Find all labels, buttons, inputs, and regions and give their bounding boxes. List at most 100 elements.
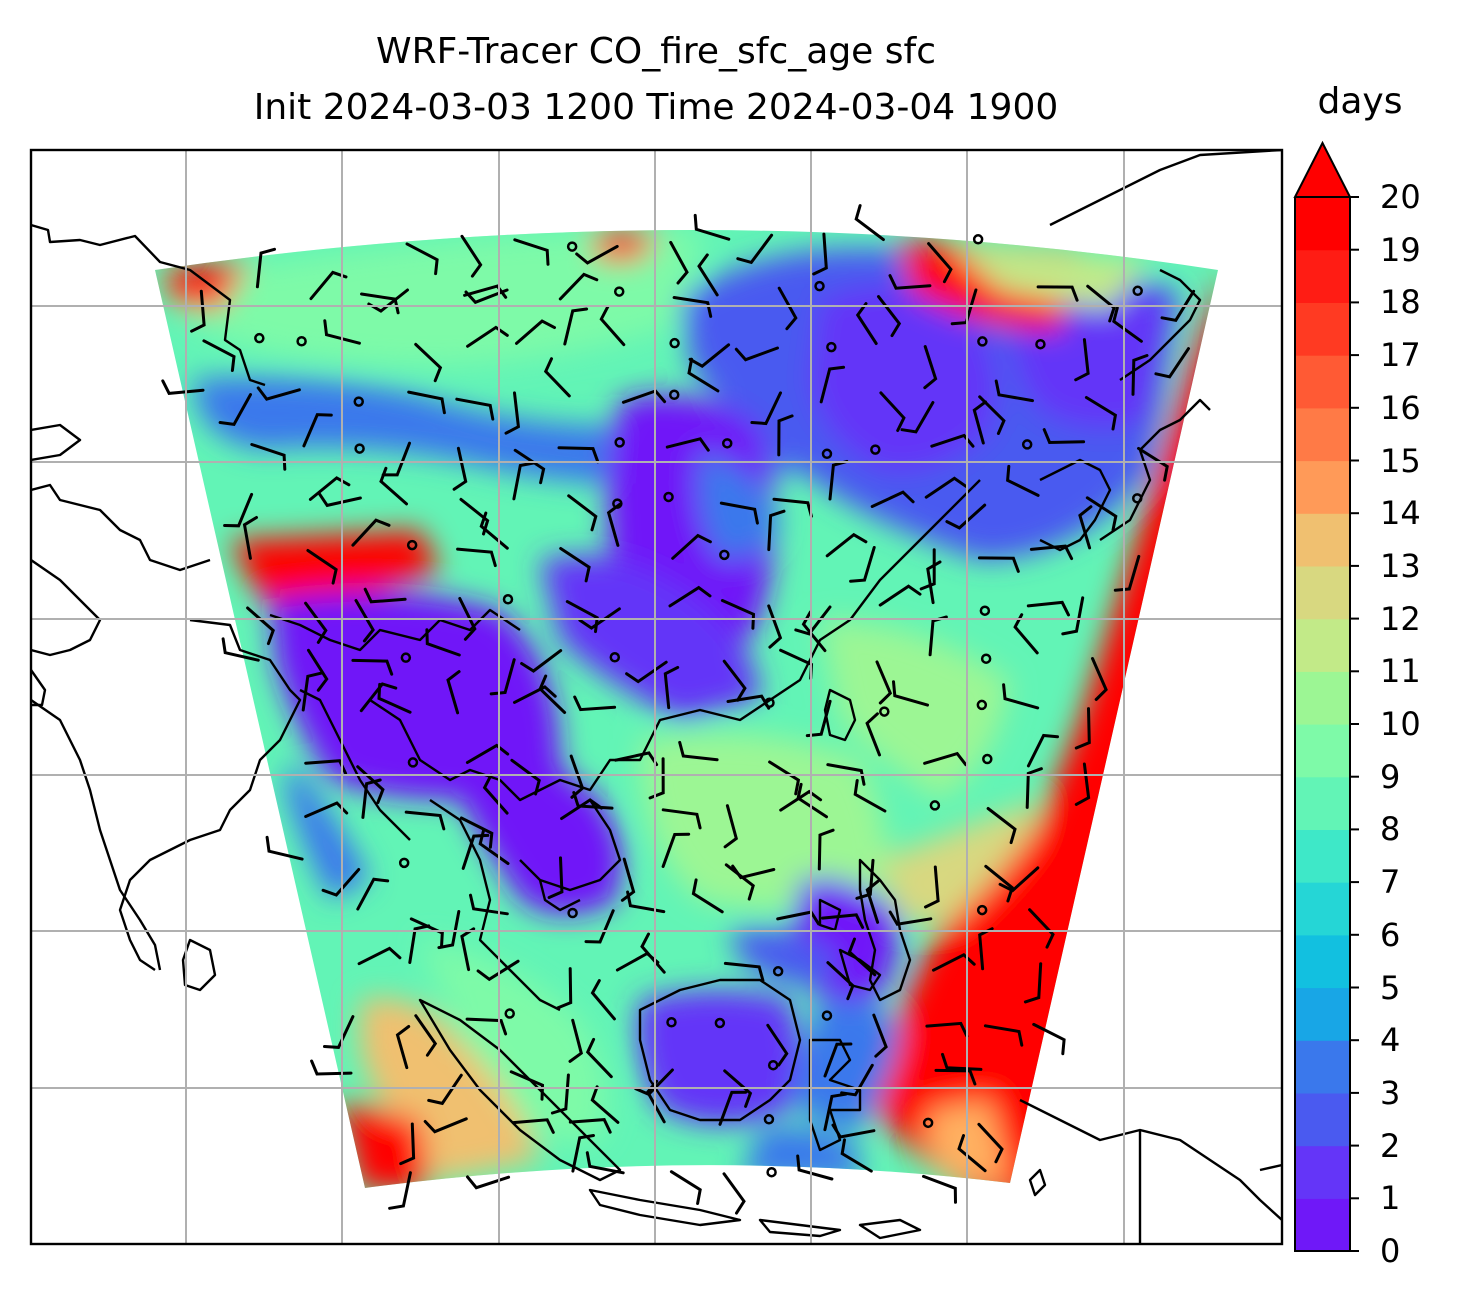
wind-barb xyxy=(923,345,938,390)
wind-barb xyxy=(590,979,616,1021)
wind-barb xyxy=(722,659,747,702)
colorbar-segment xyxy=(1295,829,1350,883)
colorbar-tick-label: 11 xyxy=(1380,652,1421,691)
wind-barb xyxy=(941,1052,983,1071)
colorbar-segment xyxy=(1295,249,1350,303)
wind-barb xyxy=(464,288,509,305)
colorbar-segment xyxy=(1295,618,1350,672)
wind-barb xyxy=(1028,908,1055,949)
calm-wind-marker xyxy=(1035,338,1046,350)
wind-barb xyxy=(463,284,508,299)
wind-barb xyxy=(872,1013,888,1058)
wind-barb xyxy=(693,213,731,241)
colorbar-tick-label: 9 xyxy=(1380,757,1401,796)
wind-barb xyxy=(304,601,328,644)
title-line1: WRF-Tracer CO_fire_sfc_age sfc xyxy=(375,31,936,72)
wind-barb xyxy=(563,307,589,346)
colorbar-segment xyxy=(1295,671,1350,725)
wind-barb xyxy=(697,253,719,297)
wind-barb xyxy=(351,658,394,676)
wind-barb xyxy=(408,924,431,964)
wind-barb xyxy=(469,893,509,916)
wind-barb xyxy=(723,804,739,849)
wind-barb xyxy=(395,1025,411,1070)
colorbar-segment xyxy=(1295,565,1350,620)
wind-barb xyxy=(568,1118,612,1134)
wind-barb xyxy=(1131,354,1149,396)
wind-barb xyxy=(414,342,443,383)
wind-barb xyxy=(515,319,556,345)
wind-barb xyxy=(307,648,329,692)
wind-barb xyxy=(377,682,412,714)
wind-barb xyxy=(801,610,827,653)
wind-barb xyxy=(511,1118,555,1134)
wind-barb xyxy=(826,961,855,1001)
wind-barb xyxy=(388,1171,412,1210)
wind-barb xyxy=(321,868,361,897)
wind-barb xyxy=(409,917,444,949)
wind-barb xyxy=(1084,396,1118,431)
wind-barb xyxy=(572,791,614,810)
wind-barb xyxy=(465,1017,508,1036)
wind-barb xyxy=(351,518,391,547)
calm-wind-marker xyxy=(922,1117,934,1129)
wind-barb xyxy=(161,379,205,395)
wind-barb xyxy=(1085,496,1118,532)
wind-barb xyxy=(202,339,236,372)
calm-wind-marker xyxy=(504,1008,515,1019)
wind-barb xyxy=(1137,446,1169,482)
colorbar-segment xyxy=(1295,197,1350,251)
wind-barb xyxy=(246,606,275,646)
wind-barb xyxy=(998,866,1040,893)
wind-barb xyxy=(640,932,666,974)
wind-barb xyxy=(446,670,461,715)
colorbar-segment xyxy=(1295,882,1350,936)
calm-wind-marker xyxy=(1021,439,1033,450)
wind-barb xyxy=(1154,347,1190,379)
wind-barb xyxy=(427,1073,463,1106)
wind-barb xyxy=(520,649,563,673)
calm-wind-marker xyxy=(766,1166,777,1178)
wind-barbs xyxy=(161,204,1196,1215)
wind-barb xyxy=(512,461,536,501)
wind-barb xyxy=(359,682,398,713)
wind-barb xyxy=(878,584,922,607)
wind-barb xyxy=(425,628,461,657)
wind-barb xyxy=(242,516,258,560)
wind-barb xyxy=(459,816,494,849)
calm-wind-marker xyxy=(879,706,890,717)
colorbar-segment xyxy=(1295,987,1350,1041)
title-line2: Init 2024-03-03 1200 Time 2024-03-04 190… xyxy=(253,87,1059,128)
wind-barb xyxy=(452,446,468,491)
calm-wind-marker xyxy=(663,491,674,503)
wind-barb xyxy=(250,443,287,471)
wind-barb xyxy=(1042,428,1086,445)
wind-barb xyxy=(255,247,276,289)
wind-barb xyxy=(669,1170,702,1205)
wind-barb xyxy=(719,501,759,525)
wind-barb xyxy=(645,1079,666,1124)
wind-barb xyxy=(669,240,689,285)
wind-barb xyxy=(456,547,497,568)
wind-barb xyxy=(865,712,881,757)
calm-wind-marker xyxy=(1132,493,1143,504)
wind-barb xyxy=(381,441,411,477)
wind-barb xyxy=(777,414,794,457)
colorbar-tick-label: 10 xyxy=(1380,705,1421,743)
calm-wind-marker xyxy=(566,241,578,252)
wind-barb xyxy=(509,1070,545,1101)
wind-barb xyxy=(573,695,617,712)
wind-barb xyxy=(558,272,599,301)
wind-barb xyxy=(796,1154,834,1181)
wind-barb xyxy=(731,864,776,880)
wind-barb xyxy=(304,759,348,775)
map-gridlines xyxy=(31,150,1282,1244)
calm-wind-marker xyxy=(614,437,625,448)
wind-barb xyxy=(466,1175,511,1190)
colorbar-tick-label: 5 xyxy=(1380,968,1401,1007)
wind-barb xyxy=(1026,600,1070,617)
calm-wind-marker xyxy=(982,753,993,765)
wind-barb xyxy=(767,604,783,649)
calm-wind-marker xyxy=(609,652,621,663)
wind-barb xyxy=(934,1068,977,1086)
